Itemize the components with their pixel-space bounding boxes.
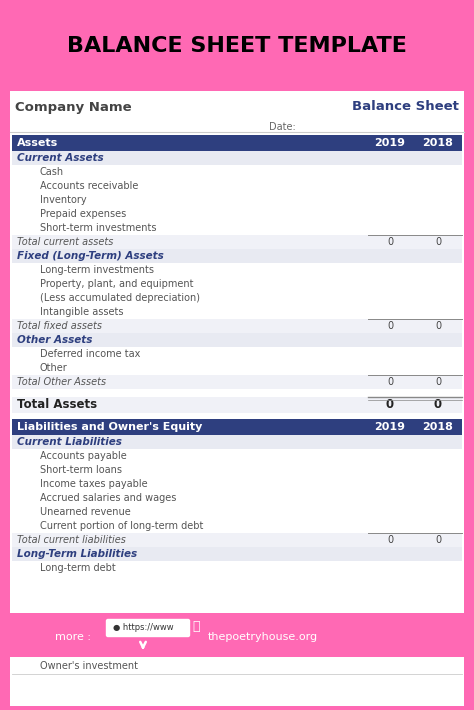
Text: Total current assets: Total current assets [17,237,113,247]
Text: Current portion of long-term debt: Current portion of long-term debt [40,521,203,531]
Text: Total fixed assets: Total fixed assets [17,321,102,331]
Text: 0: 0 [386,398,394,412]
Bar [12,463,462,477]
Text: Cash: Cash [40,167,64,177]
Text: Liabilities and Owner's Equity: Liabilities and Owner's Equity [17,422,202,432]
Text: 0: 0 [435,321,441,331]
Text: 0: 0 [387,321,393,331]
Bar [12,207,462,221]
Text: Prepaid expenses: Prepaid expenses [40,209,126,219]
Bar [10,91,464,706]
Text: Total Other Assets: Total Other Assets [17,377,106,387]
Bar [12,547,462,561]
Text: Current Assets: Current Assets [17,153,104,163]
Text: 🔍: 🔍 [192,620,200,633]
Bar [12,277,462,291]
Text: thepoetryhouse.org: thepoetryhouse.org [208,632,318,642]
Text: 0: 0 [435,377,441,387]
Bar [12,249,462,263]
Text: Total Assets: Total Assets [17,398,97,412]
Bar [12,533,462,547]
Text: Deferred income tax: Deferred income tax [40,349,140,359]
Bar [12,291,462,305]
Text: Fixed (Long-Term) Assets: Fixed (Long-Term) Assets [17,251,164,261]
Text: Current Liabilities: Current Liabilities [17,437,122,447]
Text: Long-term debt: Long-term debt [40,563,116,573]
Text: ● https://www: ● https://www [113,623,173,633]
Text: Other: Other [40,363,68,373]
Text: 0: 0 [387,535,393,545]
Bar [12,449,462,463]
Bar [12,659,462,673]
Bar [12,179,462,193]
Text: Property, plant, and equipment: Property, plant, and equipment [40,279,193,289]
Bar [12,561,462,575]
Text: Assets: Assets [17,138,58,148]
Text: Short-term investments: Short-term investments [40,223,156,233]
Text: 0: 0 [387,237,393,247]
Text: Short-term loans: Short-term loans [40,465,122,475]
Text: Long-Term Liabilities: Long-Term Liabilities [17,549,137,559]
Bar [12,305,462,319]
Text: 0: 0 [434,398,442,412]
Bar [12,221,462,235]
Text: Accounts payable: Accounts payable [40,451,127,461]
Text: Intangible assets: Intangible assets [40,307,124,317]
Bar [0,0,474,88]
Bar [12,347,462,361]
Text: Total current liabilities: Total current liabilities [17,535,126,545]
Bar [12,435,462,449]
Text: BALANCE SHEET TEMPLATE: BALANCE SHEET TEMPLATE [67,36,407,55]
Bar [12,505,462,519]
Text: Owner's investment: Owner's investment [40,661,138,671]
Bar [12,319,462,333]
Bar [12,151,462,165]
Text: 0: 0 [387,377,393,387]
Bar [12,519,462,533]
Bar [12,333,462,347]
Bar [12,397,462,413]
Text: Date:: Date: [269,121,295,131]
Text: Income taxes payable: Income taxes payable [40,479,147,489]
Bar [12,389,462,397]
Bar [12,135,462,151]
Text: Balance Sheet: Balance Sheet [352,101,459,114]
Bar [12,235,462,249]
Text: Company Name: Company Name [15,101,132,114]
Bar [12,491,462,505]
Bar [12,165,462,179]
Bar [12,419,462,435]
Text: Long-term investments: Long-term investments [40,265,154,275]
Text: 2019: 2019 [374,422,405,432]
Bar [12,361,462,375]
Text: (Less accumulated depreciation): (Less accumulated depreciation) [40,293,200,303]
Text: 0: 0 [435,535,441,545]
Text: 0: 0 [435,237,441,247]
Text: 2018: 2018 [422,422,454,432]
Bar [0,613,474,657]
Text: 2019: 2019 [374,138,405,148]
Bar [12,263,462,277]
Text: more :: more : [55,632,91,642]
Text: Other Assets: Other Assets [17,335,92,345]
FancyBboxPatch shape [107,620,190,636]
Text: Accounts receivable: Accounts receivable [40,181,138,191]
Text: 2018: 2018 [422,138,454,148]
Text: Accrued salaries and wages: Accrued salaries and wages [40,493,176,503]
Text: Inventory: Inventory [40,195,87,205]
Bar [12,477,462,491]
Bar [12,193,462,207]
Text: Unearned revenue: Unearned revenue [40,507,131,517]
Bar [12,375,462,389]
